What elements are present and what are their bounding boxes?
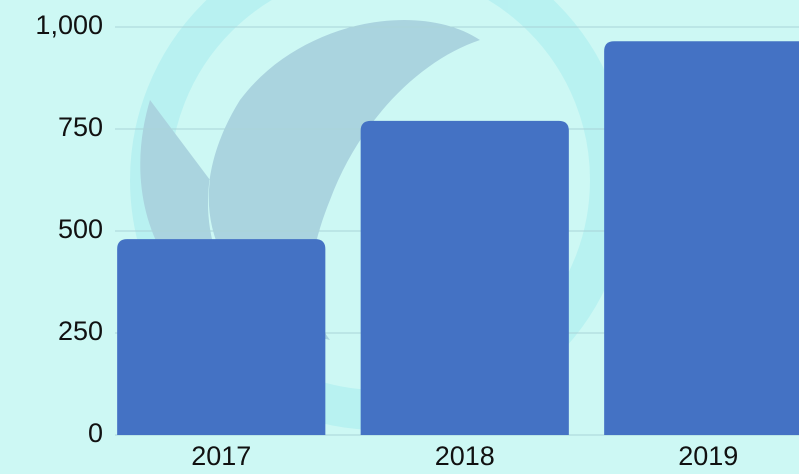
y-tick-label: 500 <box>58 214 103 244</box>
bar <box>604 41 799 435</box>
y-tick-label: 0 <box>88 418 103 448</box>
bar <box>360 120 569 435</box>
x-tick-label: 2018 <box>435 441 495 471</box>
y-tick-label: 750 <box>58 112 103 142</box>
bar <box>117 239 326 435</box>
x-tick-label: 2017 <box>191 441 251 471</box>
y-tick-label: 1,000 <box>35 10 103 40</box>
x-tick-label: 2019 <box>678 441 738 471</box>
y-tick-label: 250 <box>58 316 103 346</box>
